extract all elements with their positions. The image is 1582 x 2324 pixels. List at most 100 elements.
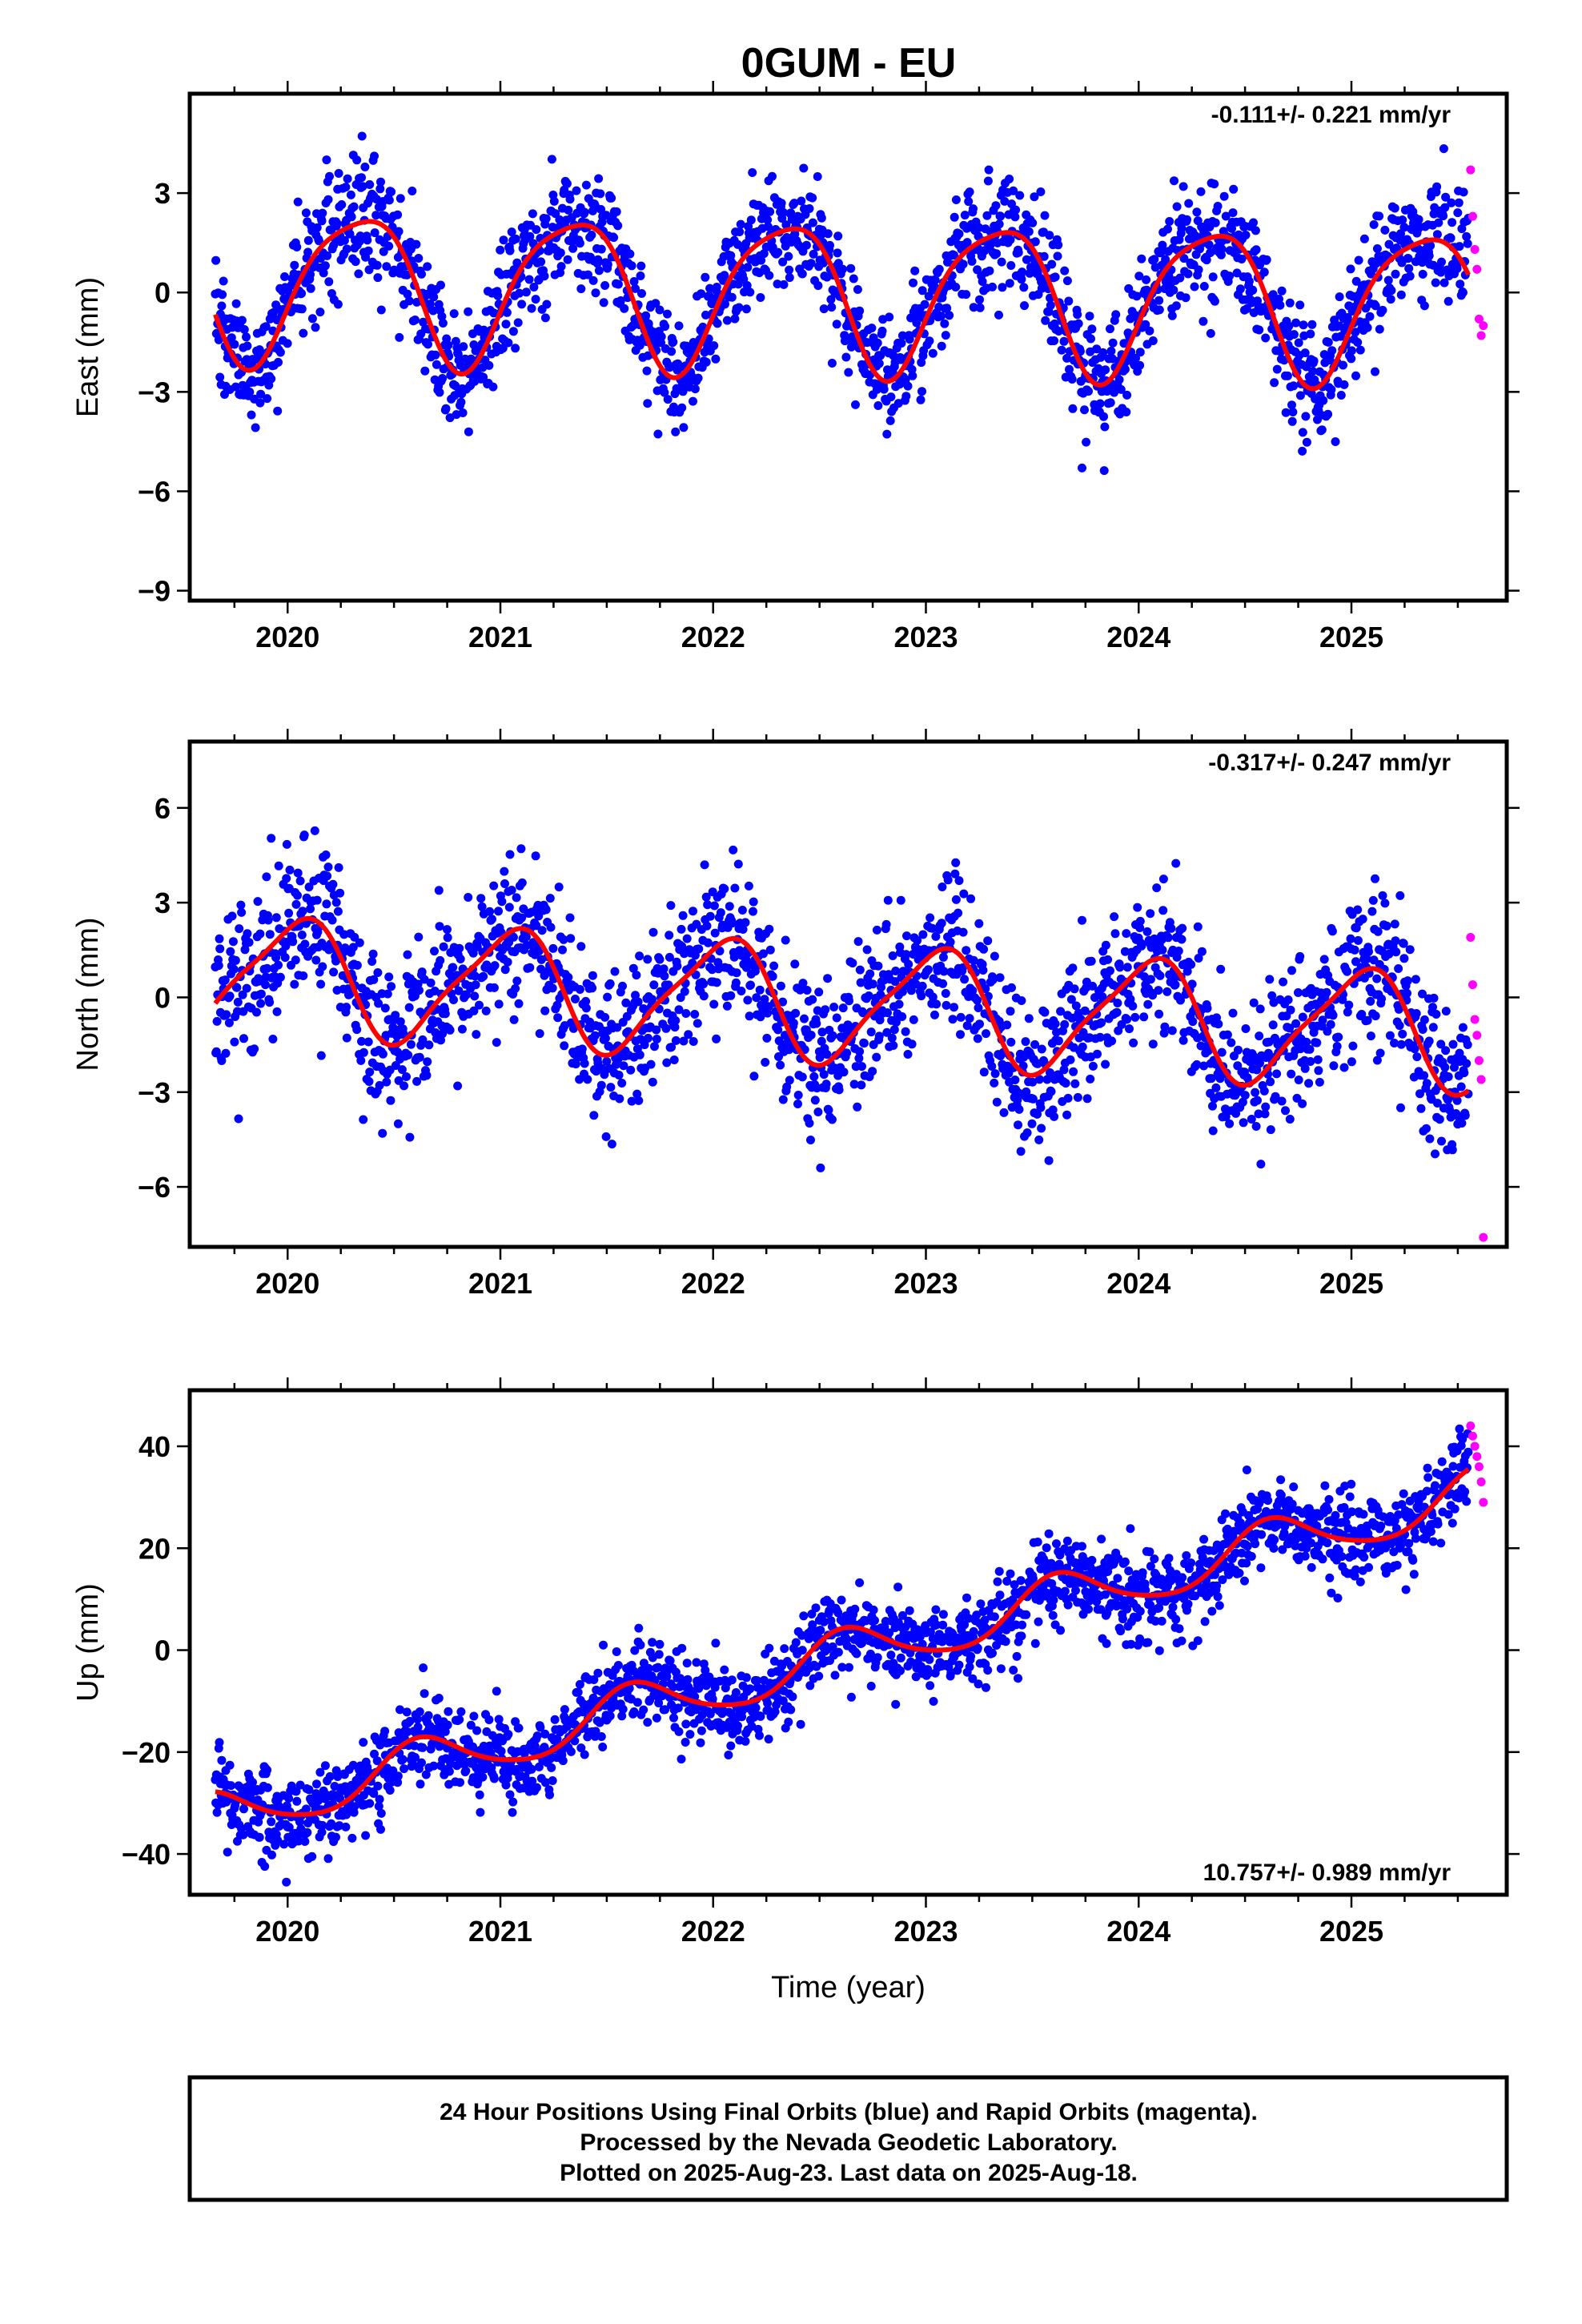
data-point [554,883,564,892]
data-point [674,1005,684,1015]
data-point [1192,1059,1202,1069]
data-point [621,998,631,1007]
data-point [472,1030,481,1039]
data-point [596,1080,606,1090]
data-point [293,891,302,900]
data-point [642,366,652,376]
data-point [1204,240,1214,250]
data-point [613,221,623,231]
data-point [488,915,496,924]
rapid-point [1474,314,1484,324]
data-point [497,897,507,907]
data-point [545,894,555,903]
data-point [874,359,884,368]
data-point [799,163,809,173]
data-point [1041,316,1050,325]
data-point [877,326,887,336]
data-point [1178,1035,1188,1045]
data-point [1343,313,1352,322]
data-point [600,1070,609,1080]
data-point [1101,1059,1110,1069]
data-point [315,1767,325,1777]
data-point [600,1034,610,1043]
data-point [1446,233,1456,243]
data-point [902,931,911,941]
data-point [1108,338,1118,348]
data-point [601,1132,611,1141]
data-point [1010,1076,1020,1084]
data-point [994,310,1003,320]
data-point [1261,333,1271,343]
data-point [267,1850,276,1860]
data-point [430,947,439,956]
data-point [644,1663,653,1673]
data-point [1139,1012,1149,1022]
rapid-point [1474,1055,1484,1065]
data-point [755,985,765,995]
data-point [373,968,383,977]
data-point [1106,966,1114,975]
plot-area [211,131,1488,476]
data-point [1150,255,1159,264]
data-point [325,171,334,181]
data-point [596,244,606,254]
data-point [817,213,826,223]
data-point [1110,912,1119,922]
data-point [1111,310,1121,320]
data-point [862,945,872,955]
data-point [806,1031,816,1039]
data-point [1122,963,1132,972]
final-orbit-points [211,131,1473,476]
data-point [905,335,914,344]
data-point [439,942,448,951]
data-point [438,1029,448,1039]
data-point [990,951,999,961]
data-point [378,1049,387,1059]
data-point [300,939,310,949]
data-point [962,946,971,955]
data-point [223,1848,232,1857]
data-point [938,883,947,891]
data-point [1251,1122,1261,1131]
data-point [393,1771,403,1781]
data-point [469,1006,479,1015]
data-point [1439,211,1448,221]
data-point [1009,186,1018,195]
data-point [297,931,307,939]
data-point [291,899,301,909]
data-point [1317,425,1327,435]
data-point [823,229,833,239]
data-point [846,263,856,273]
data-point [1353,935,1363,945]
data-point [1447,218,1457,227]
data-point [1037,1124,1046,1133]
data-point [402,1072,411,1081]
data-point [813,1108,823,1116]
data-point [620,304,629,313]
data-point [404,296,414,306]
data-point [1005,175,1014,183]
data-point [1368,895,1378,905]
data-point [255,1832,264,1842]
data-point [489,983,499,992]
data-point [1419,301,1429,311]
data-point [301,208,311,218]
data-point [749,897,758,907]
data-point [1272,1069,1282,1079]
data-point [501,320,511,329]
data-point [1227,223,1236,233]
data-point [540,1729,550,1739]
data-point [1133,903,1142,912]
data-point [226,947,235,956]
data-point [778,257,788,267]
data-point [1347,346,1356,356]
data-point [1422,1124,1431,1133]
data-point [1194,265,1203,275]
x-tick-label: 2024 [1106,621,1170,653]
data-point [1429,993,1439,1003]
data-point [1323,1027,1332,1036]
data-point [380,1003,390,1013]
data-point [629,277,639,286]
data-point [1062,1110,1072,1120]
data-point [778,997,788,1007]
